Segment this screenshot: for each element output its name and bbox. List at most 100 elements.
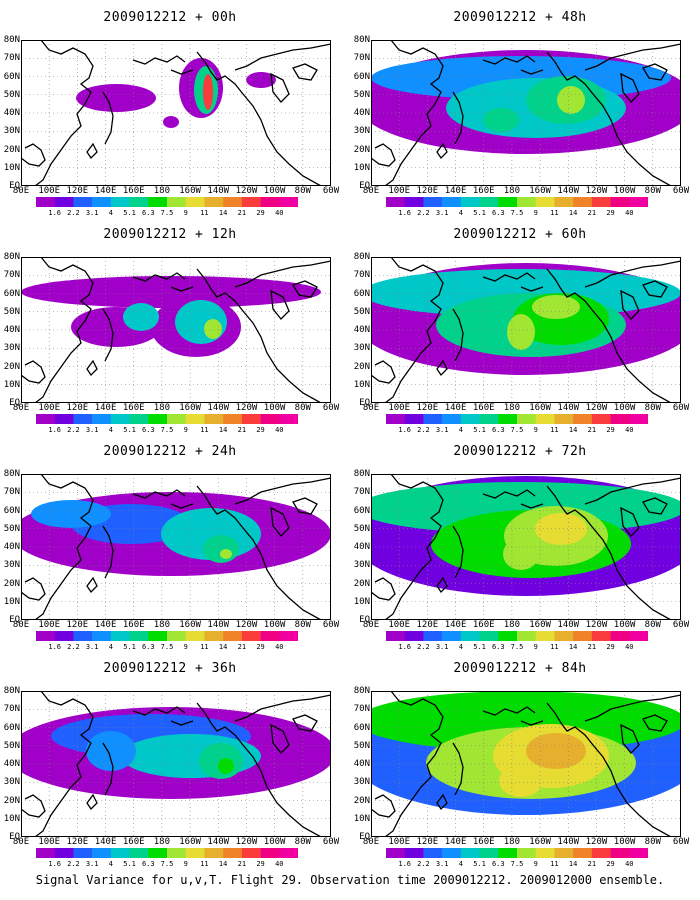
- lat-tick-label: 40N: [353, 108, 370, 118]
- colorbar-label: 4: [458, 209, 463, 217]
- panel-title: 2009012212 + 24h: [103, 444, 237, 459]
- lon-tick-label: 80W: [294, 837, 311, 847]
- coastline: [196, 51, 322, 186]
- coastline: [196, 485, 322, 620]
- variance-contour: [31, 500, 111, 528]
- colorbar-label: 11: [200, 426, 209, 434]
- variance-contour: [246, 72, 276, 88]
- colorbar-label: 3.1: [85, 643, 99, 651]
- lon-tick-label: 80E: [362, 403, 380, 413]
- colorbar-label: 2.2: [417, 209, 430, 217]
- lon-tick-label: 60W: [672, 837, 690, 847]
- lon-tick-label: 140W: [557, 186, 580, 196]
- coastline: [546, 51, 672, 186]
- colorbar-swatch: [386, 414, 406, 424]
- colorbar-label: 11: [550, 426, 559, 434]
- colorbar-label: 1.6: [48, 209, 62, 217]
- coastline: [34, 257, 94, 403]
- colorbar-swatch: [386, 197, 406, 207]
- variance-map: [371, 474, 681, 620]
- colorbar-swatch: [185, 848, 205, 858]
- coastline: [584, 694, 681, 722]
- colorbar-swatch: [404, 414, 424, 424]
- colorbar-swatch: [204, 848, 224, 858]
- colorbar-swatch: [110, 197, 130, 207]
- lon-tick-label: 120E: [416, 620, 439, 630]
- lat-tick-label: EQ: [359, 615, 370, 625]
- colorbar-swatch: [498, 197, 518, 207]
- coastline: [21, 577, 46, 601]
- lon-tick-label: 60W: [672, 186, 690, 196]
- lon-tick-label: 80W: [294, 186, 311, 196]
- lon-tick-label: 100W: [263, 620, 286, 630]
- colorbar-swatch: [442, 848, 462, 858]
- coastline: [234, 477, 331, 505]
- colorbar-swatch: [223, 414, 243, 424]
- lon-tick-label: 100W: [613, 620, 636, 630]
- coastline: [21, 143, 46, 167]
- colorbar-label: 6.3: [141, 426, 155, 434]
- colorbar-label: 3.1: [435, 209, 449, 217]
- coastline: [371, 143, 396, 167]
- variance-contour: [526, 733, 586, 769]
- colorbar-label: 21: [237, 860, 247, 868]
- map-background: [21, 40, 331, 186]
- map-panel: 2009012212 + 72h 80N 70N 60N 50N 40N 30N 20N 10N…: [350, 434, 690, 651]
- coastline: [270, 72, 290, 103]
- coastline: [436, 142, 448, 160]
- colorbar-swatch: [241, 631, 261, 641]
- colorbar-swatch: [73, 414, 93, 424]
- lon-tick-label: 60W: [672, 403, 690, 413]
- variance-map: [21, 691, 331, 837]
- coastline: [384, 474, 444, 620]
- colorbar-swatch: [554, 848, 574, 858]
- colorbar-label: 1.6: [398, 426, 412, 434]
- lat-tick-label: 40N: [3, 108, 20, 118]
- colorbar-label: 40: [275, 860, 284, 868]
- panel-title: 2009012212 + 36h: [103, 661, 237, 676]
- coastline: [371, 360, 396, 384]
- colorbar-swatch: [279, 631, 298, 641]
- colorbar-label: 11: [200, 860, 209, 868]
- panel-title: 2009012212 + 60h: [453, 227, 587, 242]
- colorbar-swatch: [204, 631, 224, 641]
- colorbar-swatch: [479, 848, 499, 858]
- colorbar-swatch: [73, 631, 93, 641]
- colorbar-swatch: [92, 197, 112, 207]
- variance-contour: [507, 314, 535, 350]
- coastline: [270, 723, 290, 754]
- lat-tick-label: 70N: [353, 704, 370, 715]
- variance-contour: [203, 535, 239, 563]
- colorbar-swatch: [460, 414, 480, 424]
- colorbar-swatch: [223, 197, 243, 207]
- colorbar-label: 3.1: [435, 426, 449, 434]
- colorbar-swatch: [54, 848, 74, 858]
- lat-tick-label: 30N: [353, 343, 370, 354]
- coastline: [234, 694, 331, 722]
- colorbar-swatch: [479, 631, 499, 641]
- panel-title: 2009012212 + 12h: [103, 227, 237, 242]
- colorbar-swatch: [479, 414, 499, 424]
- coastline: [86, 142, 98, 160]
- colorbar-label: 2.2: [67, 209, 80, 217]
- colorbar-swatch: [498, 631, 518, 641]
- lon-tick-label: 80W: [644, 186, 661, 196]
- lon-tick-label: 120W: [585, 186, 608, 196]
- lon-tick-label: 140W: [207, 837, 230, 847]
- colorbar-label: 1.6: [48, 860, 62, 868]
- lon-tick-label: 100W: [613, 837, 636, 847]
- lat-tick-label: 50N: [3, 89, 20, 100]
- lon-tick-label: 120E: [416, 186, 439, 196]
- lat-tick-label: 80N: [3, 686, 20, 696]
- coastline: [170, 720, 194, 726]
- lat-tick-label: 20N: [353, 144, 370, 155]
- colorbar-swatch: [129, 414, 149, 424]
- colorbar-label: 7.5: [510, 426, 524, 434]
- lon-tick-label: 60W: [672, 620, 690, 630]
- lon-tick-label: 140W: [557, 837, 580, 847]
- colorbar-swatch: [279, 414, 298, 424]
- colorbar-swatch: [554, 631, 574, 641]
- colorbar-swatch: [591, 631, 611, 641]
- lon-tick-label: 100W: [263, 186, 286, 196]
- colorbar-swatch: [110, 848, 130, 858]
